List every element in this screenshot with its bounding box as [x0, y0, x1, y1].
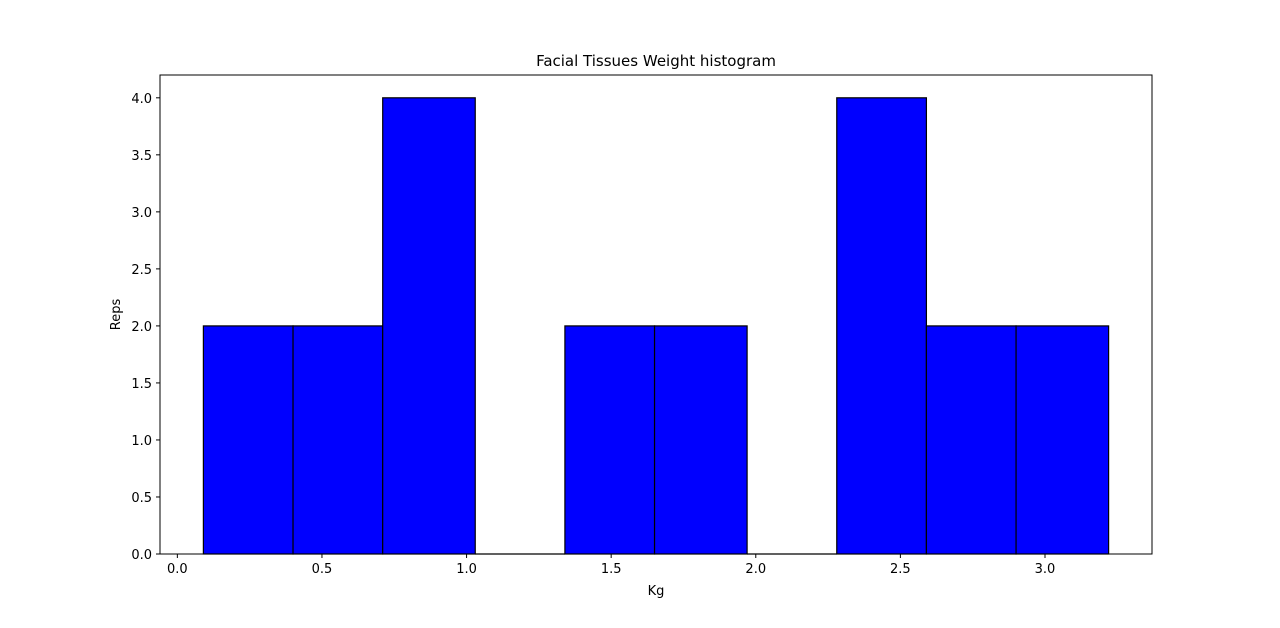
- histogram-bar: [836, 97, 928, 555]
- histogram-bar: [1015, 325, 1110, 555]
- x-tick-label: 1.5: [601, 562, 622, 577]
- chart-title: Facial Tissues Weight histogram: [536, 52, 776, 70]
- y-tick-label: 1.0: [131, 434, 152, 449]
- y-axis-ticks: 0.0 0.5 1.0 1.5 2.0 2.5 3.0 3.5 4.0: [131, 92, 160, 563]
- y-tick-label: 4.0: [131, 92, 152, 107]
- histogram-bar: [202, 325, 294, 555]
- y-tick-label: 1.5: [131, 377, 152, 392]
- y-tick-label: 2.5: [131, 263, 152, 278]
- y-tick-label: 2.0: [131, 320, 152, 335]
- x-tick-label: 2.5: [890, 562, 911, 577]
- histogram-bar: [925, 325, 1017, 555]
- x-axis-label: Kg: [648, 584, 665, 599]
- x-tick-label: 1.0: [456, 562, 477, 577]
- plot-frame: [159, 74, 1153, 555]
- x-axis-ticks: 0.0 0.5 1.0 1.5 2.0 2.5 3.0: [167, 554, 1055, 577]
- histogram-bar: [382, 97, 476, 555]
- y-tick-label: 0.5: [131, 491, 152, 506]
- histogram-bar: [653, 325, 748, 555]
- histogram-bar: [292, 325, 384, 555]
- y-tick-label: 0.0: [131, 548, 152, 563]
- histogram-bar: [564, 325, 656, 555]
- x-tick-label: 0.0: [167, 562, 188, 577]
- x-tick-label: 2.0: [745, 562, 766, 577]
- x-tick-label: 3.0: [1035, 562, 1056, 577]
- y-tick-label: 3.5: [131, 149, 152, 164]
- histogram-bars: [202, 97, 1110, 555]
- x-tick-label: 0.5: [312, 562, 333, 577]
- y-axis-label: Reps: [109, 299, 124, 331]
- y-tick-label: 3.0: [131, 206, 152, 221]
